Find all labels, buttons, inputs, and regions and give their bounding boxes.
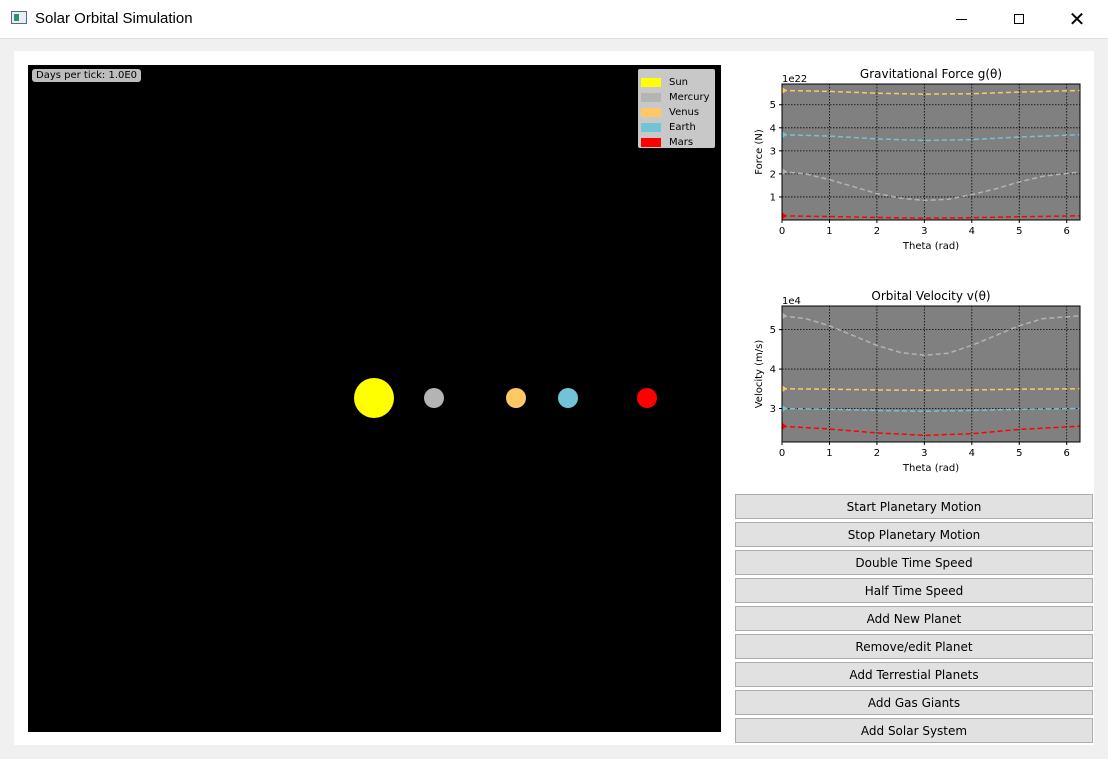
legend-item-earth: Earth — [641, 120, 696, 134]
close-icon: ✕ — [1068, 7, 1086, 31]
x-tick-label: 2 — [874, 448, 880, 459]
x-tick-label: 4 — [969, 226, 975, 237]
y-axis-label: Force (N) — [754, 129, 765, 175]
legend-label: Venus — [669, 106, 700, 118]
series-marker-3 — [782, 212, 787, 220]
y-tick-label: 2 — [770, 169, 776, 180]
days-per-tick-label: Days per tick: 1.0E0 — [32, 69, 142, 82]
offset-text: 1e4 — [782, 296, 801, 307]
add-solar-system-button[interactable]: Add Solar System — [735, 718, 1093, 743]
stop-motion-button[interactable]: Stop Planetary Motion — [735, 522, 1093, 547]
legend-swatch — [641, 107, 661, 117]
series-marker-2 — [782, 404, 787, 412]
x-tick-label: 3 — [921, 226, 927, 237]
chart-title: Gravitational Force g(θ) — [860, 67, 1002, 81]
x-tick-label: 1 — [826, 226, 832, 237]
add-terrestrial-button[interactable]: Add Terrestial Planets — [735, 662, 1093, 687]
plot-frame — [781, 83, 1081, 221]
x-tick-label: 3 — [921, 448, 927, 459]
x-tick-label: 5 — [1016, 226, 1022, 237]
series-marker-2 — [782, 168, 787, 176]
planet-sun[interactable] — [354, 378, 394, 418]
planet-legend: Sun Mercury Venus Earth Mars — [638, 69, 715, 148]
minimize-button[interactable] — [932, 0, 990, 38]
planet-earth[interactable] — [558, 388, 578, 408]
add-gas-giants-button[interactable]: Add Gas Giants — [735, 690, 1093, 715]
legend-item-venus: Venus — [641, 105, 699, 119]
x-tick-label: 6 — [1064, 226, 1070, 237]
title-bar: Solar Orbital Simulation ✕ — [0, 0, 1108, 39]
y-tick-label: 3 — [770, 146, 776, 157]
planet-venus[interactable] — [506, 388, 526, 408]
planet-mars[interactable] — [637, 388, 657, 408]
planet-mercury[interactable] — [424, 388, 444, 408]
legend-swatch — [641, 77, 661, 87]
force-chart: 0 1 2 3 4 5 6 1 2 3 4 5 Gravitational Force g(θ) 1e22… — [754, 67, 1081, 252]
plot-area — [782, 306, 1080, 442]
x-tick-label: 4 — [969, 448, 975, 459]
y-tick-label: 3 — [770, 404, 776, 415]
x-tick-label: 6 — [1064, 448, 1070, 459]
plot-frame — [781, 305, 1081, 443]
legend-swatch — [641, 137, 661, 147]
x-tick-label: 0 — [779, 448, 785, 459]
remove-edit-planet-button[interactable]: Remove/edit Planet — [735, 634, 1093, 659]
chart-title: Orbital Velocity v(θ) — [871, 289, 990, 303]
x-tick-label: 2 — [874, 226, 880, 237]
y-tick-label: 1 — [770, 192, 776, 203]
series-marker-1 — [782, 131, 787, 139]
legend-item-sun: Sun — [641, 75, 688, 89]
series-marker-3 — [782, 422, 787, 430]
series-line-0 — [781, 315, 1081, 357]
series-marker-1 — [782, 385, 787, 393]
start-motion-button[interactable]: Start Planetary Motion — [735, 494, 1093, 519]
offset-text: 1e22 — [782, 74, 807, 85]
close-button[interactable]: ✕ — [1048, 0, 1106, 38]
y-tick-label: 5 — [770, 100, 776, 111]
legend-label: Mars — [669, 136, 694, 148]
add-planet-button[interactable]: Add New Planet — [735, 606, 1093, 631]
x-axis-label: Theta (rad) — [902, 241, 959, 252]
legend-label: Sun — [669, 76, 689, 88]
minimize-icon — [955, 18, 967, 20]
series-marker-0 — [782, 86, 787, 94]
legend-swatch — [641, 92, 661, 102]
y-axis-label: Velocity (m/s) — [754, 340, 765, 409]
legend-item-mars: Mars — [641, 135, 693, 149]
series-marker-0 — [782, 312, 787, 320]
x-tick-label: 1 — [826, 448, 832, 459]
legend-item-mercury: Mercury — [641, 90, 710, 104]
legend-swatch — [641, 122, 661, 132]
half-speed-button[interactable]: Half Time Speed — [735, 578, 1093, 603]
double-speed-button[interactable]: Double Time Speed — [735, 550, 1093, 575]
x-axis-label: Theta (rad) — [902, 463, 959, 474]
maximize-icon — [1014, 14, 1024, 24]
app-icon — [11, 11, 27, 24]
x-tick-label: 0 — [779, 226, 785, 237]
velocity-chart: 0 1 2 3 4 5 6 3 4 5 Orbital Velocity v(θ) 1e4 Theta … — [754, 289, 1081, 474]
y-tick-label: 4 — [770, 123, 776, 134]
simulation-canvas[interactable]: Days per tick: 1.0E0 Sun Mercury Venus E… — [28, 65, 721, 732]
series-line-2 — [781, 170, 1081, 202]
window-title: Solar Orbital Simulation — [35, 10, 193, 27]
y-tick-label: 4 — [770, 365, 776, 376]
x-tick-label: 5 — [1016, 448, 1022, 459]
legend-label: Mercury — [669, 91, 710, 103]
y-tick-label: 5 — [770, 325, 776, 336]
maximize-button[interactable] — [990, 0, 1048, 38]
plot-area — [782, 84, 1080, 220]
legend-label: Earth — [669, 121, 696, 133]
